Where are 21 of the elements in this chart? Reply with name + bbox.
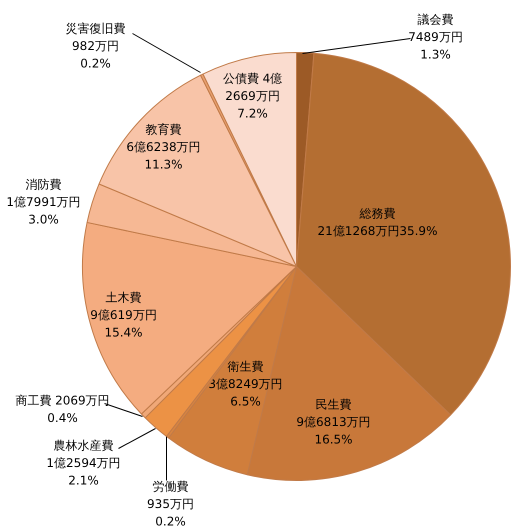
- data-label: 982万円 0.2%: [72, 39, 119, 70]
- slice-label: 総務費: [358, 206, 396, 220]
- data-label: 6億6238万円 11.3%: [126, 140, 201, 172]
- slice-label: 教育費: [146, 122, 182, 136]
- slice-label: 衛生費: [228, 360, 264, 374]
- data-label: 21億1268万円35.9%: [318, 224, 438, 238]
- slice-label: 議会費: [418, 12, 454, 26]
- slice-label: 公債費 4億 2669万円 7.2%: [222, 72, 282, 120]
- slice-label: 災害復旧費: [66, 22, 126, 36]
- data-label: 1億7991万円 3.0%: [6, 195, 81, 226]
- data-label: 1億2594万円 2.1%: [46, 456, 121, 488]
- slice-label: 土木費: [106, 290, 142, 304]
- data-label: 9億6813万円 16.5%: [296, 415, 371, 446]
- slice-label: 民生費: [316, 398, 352, 412]
- slice-label: 消防費: [26, 178, 62, 192]
- data-label: 9億619万円 15.4%: [90, 308, 157, 340]
- slice-label: 商工費 2069万円 0.4%: [15, 394, 110, 425]
- data-label: 935万円 0.2%: [147, 497, 194, 528]
- slice-label: 労働費: [152, 480, 188, 494]
- slice-label: 農林水産費: [54, 438, 114, 452]
- data-label: 7489万円 1.3%: [408, 30, 463, 62]
